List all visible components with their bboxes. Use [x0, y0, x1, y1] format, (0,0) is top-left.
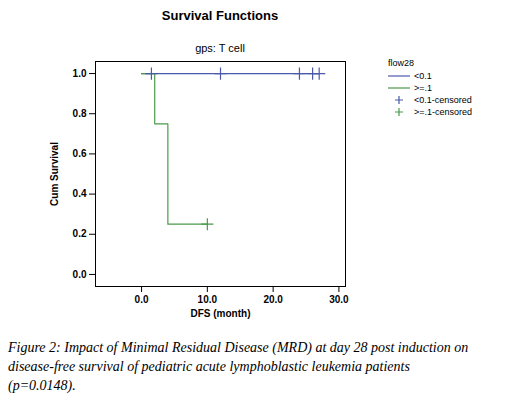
html-text:flow28: flow28 [388, 58, 414, 68]
svg-text:0.0: 0.0 [135, 294, 149, 305]
svg-text:30.0: 30.0 [329, 294, 349, 305]
html-text:gps: T cell: gps: T cell [195, 42, 245, 54]
svg-text:0.2: 0.2 [73, 228, 87, 239]
svg-text:0.0: 0.0 [73, 269, 87, 280]
svg-text:10.0: 10.0 [198, 294, 218, 305]
svg-text:1.0: 1.0 [73, 68, 87, 79]
svg-text:DFS (month): DFS (month) [191, 308, 251, 319]
svg-text:20.0: 20.0 [263, 294, 283, 305]
html-text:<0.1: <0.1 [414, 71, 432, 81]
svg-text:0.8: 0.8 [73, 108, 87, 119]
html-text:Figure 2: Impact of Minimal Re: Figure 2: Impact of Minimal Residual Dis… [8, 340, 469, 393]
svg-text:Cum Survival: Cum Survival [49, 142, 60, 206]
html-text:>=.1: >=.1 [414, 83, 432, 93]
html-text:<0.1-censored: <0.1-censored [414, 95, 472, 105]
svg-text:0.4: 0.4 [73, 188, 87, 199]
html-text:Survival Functions: Survival Functions [161, 8, 279, 23]
html-text:>=.1-censored: >=.1-censored [414, 107, 472, 117]
svg-text:0.6: 0.6 [73, 148, 87, 159]
